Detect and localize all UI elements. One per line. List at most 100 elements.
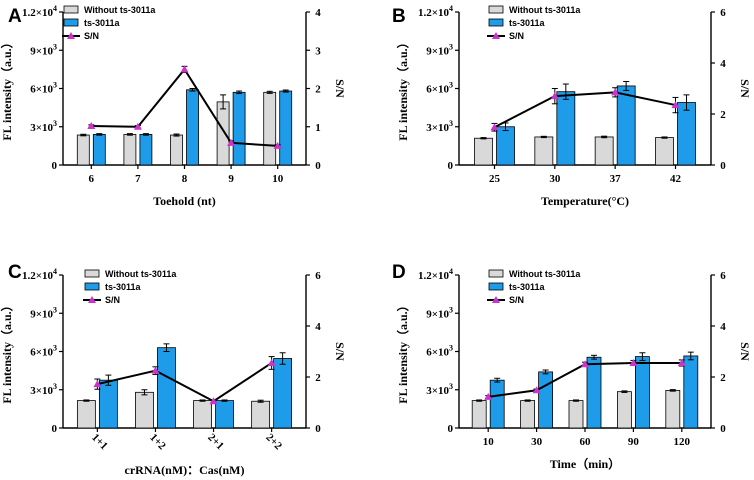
sn-point xyxy=(267,358,276,366)
bar-ts3011a xyxy=(279,90,293,166)
legend-swatch-without xyxy=(63,5,79,14)
x-tick-label: 2+1 xyxy=(205,432,226,453)
y2-tick-label: 6 xyxy=(315,270,321,282)
y2-tick-label: 1 xyxy=(315,122,321,134)
legend-marker-sn xyxy=(492,32,500,39)
bar-ts3011a xyxy=(139,133,153,166)
legend-swatch-ts3011a xyxy=(63,18,79,27)
bar-without-ts3011a xyxy=(76,134,90,166)
sn-line xyxy=(97,362,273,403)
bar-without-ts3011a xyxy=(123,133,137,166)
y-tick-label: 1.2×104 xyxy=(418,267,453,282)
sn-point xyxy=(273,141,282,149)
y2-tick-label: 4 xyxy=(315,7,321,19)
sn-line xyxy=(91,67,278,147)
sn-point xyxy=(93,380,102,388)
y-tick-label: 9×103 xyxy=(426,305,453,320)
legend-swatch-ts3011a xyxy=(488,18,504,27)
y2-tick-label: 2 xyxy=(720,109,726,121)
sn-point xyxy=(151,366,160,374)
y-tick-label: 0 xyxy=(448,160,454,172)
bar-without-ts3011a xyxy=(520,400,535,429)
legend-label-sn: S/N xyxy=(84,31,99,41)
panel-c: C 0 3×103 6×103 9×103 1.2×104 0 2 4 6 1+1 1+2 2+1 2+2… xyxy=(0,262,347,477)
bar-ts3011a xyxy=(215,400,234,429)
y-tick-label: 1.2×104 xyxy=(418,4,453,19)
x-axis-label: Temperature(°C) xyxy=(541,194,629,208)
sn-point xyxy=(209,397,218,405)
y-axis-label: FL intensity（a.u.） xyxy=(395,299,410,403)
x-tick-label: 10 xyxy=(483,436,495,448)
bar-ts3011a xyxy=(489,379,505,429)
y2-tick-label: 2 xyxy=(720,372,726,384)
bar-without-ts3011a xyxy=(534,136,554,166)
sn-point xyxy=(133,122,142,130)
y-tick-label: 3×103 xyxy=(30,382,57,397)
y-tick-label: 3×103 xyxy=(426,119,453,134)
y-tick-label: 6×103 xyxy=(426,344,453,359)
legend-swatch-without xyxy=(488,269,504,278)
bar-ts3011a xyxy=(157,347,176,429)
bar-ts3011a xyxy=(496,126,515,166)
y-tick-label: 0 xyxy=(52,423,58,435)
legend-label-without: Without ts-3011a xyxy=(105,269,177,279)
x-tick-label: 30 xyxy=(531,436,543,448)
y-tick-label: 3×103 xyxy=(426,382,453,397)
y2-tick-label: 2 xyxy=(315,84,321,96)
sn-point xyxy=(629,358,638,366)
legend-label-sn: S/N xyxy=(509,31,524,41)
legend-swatch-ts3011a xyxy=(488,282,504,291)
x-tick-label: 37 xyxy=(610,173,622,185)
panel-d: D 0 3×103 6×103 9×103 1.2×104 0 2 4 6 10 30 60 90 120 T… xyxy=(392,262,752,471)
bar-ts3011a xyxy=(98,379,118,429)
legend-marker-sn xyxy=(492,296,500,303)
legend-label-sn: S/N xyxy=(105,295,120,305)
bar-ts3011a xyxy=(92,133,106,166)
y-tick-label: 6×103 xyxy=(426,81,453,96)
sn-point xyxy=(532,386,541,394)
y-tick-label: 9×103 xyxy=(30,42,57,57)
x-tick-label: 2+2 xyxy=(263,432,284,453)
y-axis-label: FL intensity（a.u.） xyxy=(0,299,14,403)
bar-without-ts3011a xyxy=(76,400,96,429)
sn-line xyxy=(494,91,676,129)
x-tick-label: 9 xyxy=(228,173,234,185)
y-tick-label: 0 xyxy=(448,423,454,435)
y-axis-label: FL intensity（a.u.） xyxy=(395,36,410,140)
legend-label-ts3011a: ts-3011a xyxy=(509,18,546,28)
bar-without-ts3011a xyxy=(170,134,183,166)
sn-point xyxy=(671,101,680,109)
y2-tick-label: 0 xyxy=(720,160,726,172)
y-tick-label: 0 xyxy=(52,160,58,172)
bar-ts3011a xyxy=(556,91,576,166)
sn-point xyxy=(490,123,499,131)
bar-without-ts3011a xyxy=(251,400,271,429)
panel-label: B xyxy=(392,6,406,27)
y2-tick-label: 2 xyxy=(315,372,321,384)
x-axis-label: Toehold (nt) xyxy=(153,194,216,208)
y2-tick-label: 0 xyxy=(720,423,726,435)
legend-label-ts3011a: ts-3011a xyxy=(84,18,121,28)
bar-without-ts3011a xyxy=(568,400,584,429)
sn-point xyxy=(227,138,236,146)
y2-tick-label: 4 xyxy=(315,321,321,333)
x-tick-label: 1+2 xyxy=(147,432,168,453)
panel-b: B 0 3×103 6×103 9×103 1.2×104 0 2 4 6 25 30 37 42 Temp… xyxy=(392,4,752,208)
bar-ts3011a xyxy=(677,102,696,166)
legend: Without ts-3011a ts-3011a S/N xyxy=(83,269,177,305)
y2-axis-label: S/N xyxy=(333,79,347,98)
x-tick-label: 30 xyxy=(549,173,561,185)
y-tick-label: 9×103 xyxy=(30,305,57,320)
legend-marker-sn xyxy=(67,32,75,39)
legend-swatch-without xyxy=(488,5,504,14)
sn-point xyxy=(677,358,686,366)
y-tick-label: 6×103 xyxy=(30,81,57,96)
x-tick-label: 1+1 xyxy=(89,432,110,453)
y2-tick-label: 4 xyxy=(720,321,726,333)
bar-without-ts3011a xyxy=(263,91,277,166)
x-tick-label: 60 xyxy=(580,436,592,448)
sn-point xyxy=(550,92,559,100)
y2-axis-label: S/N xyxy=(738,79,752,98)
bar-without-ts3011a xyxy=(471,400,487,429)
